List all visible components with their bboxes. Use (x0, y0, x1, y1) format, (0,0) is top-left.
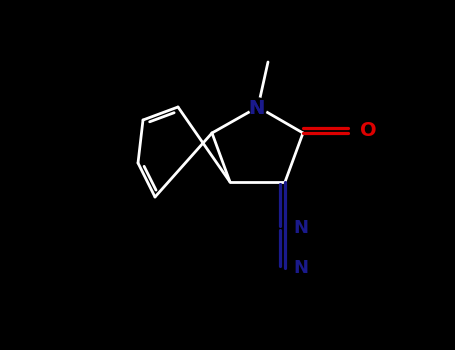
Text: N: N (293, 219, 308, 237)
Text: N: N (248, 98, 264, 118)
Text: N: N (293, 259, 308, 277)
Text: O: O (360, 121, 377, 140)
Text: N: N (248, 98, 264, 118)
Circle shape (249, 98, 267, 116)
